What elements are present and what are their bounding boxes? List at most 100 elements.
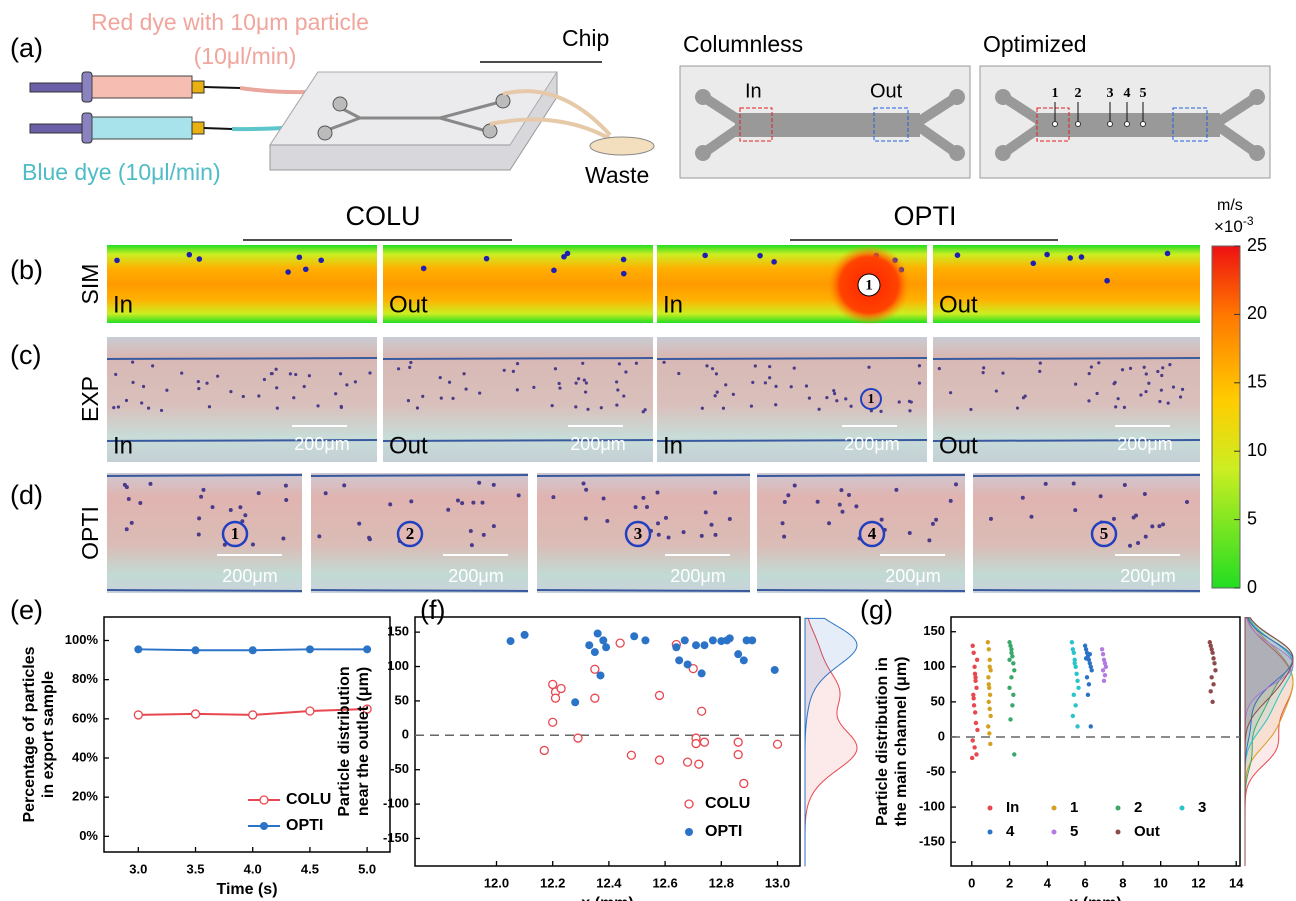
data-point xyxy=(1075,678,1080,684)
sim-particle xyxy=(114,257,120,264)
data-point xyxy=(682,757,693,767)
particle xyxy=(786,493,791,498)
particle xyxy=(357,521,362,526)
data-point xyxy=(988,668,993,673)
exp-image: 200μm Out xyxy=(382,337,654,462)
data-point xyxy=(697,669,706,678)
particle xyxy=(835,399,839,403)
data-point xyxy=(539,745,549,756)
particle xyxy=(1122,482,1127,487)
data-point xyxy=(770,665,779,674)
data-point xyxy=(971,703,977,708)
y-tick-label: -50 xyxy=(390,761,409,776)
row-label: SIM xyxy=(77,264,103,305)
legend-marker xyxy=(1115,805,1121,811)
sim-particle xyxy=(296,254,303,261)
channel-wall xyxy=(382,357,654,360)
data-point xyxy=(1208,689,1213,694)
x-tick-label: 4.5 xyxy=(301,861,319,876)
column-marker xyxy=(396,520,424,548)
particle xyxy=(789,385,793,389)
particle xyxy=(1150,524,1155,529)
data-point xyxy=(1213,668,1218,673)
plot-frame xyxy=(414,616,801,867)
particle xyxy=(643,408,647,412)
in-label: In xyxy=(745,80,762,102)
particle xyxy=(165,388,169,392)
data-point xyxy=(654,690,665,701)
data-point xyxy=(1099,647,1105,652)
panel-label: (f) xyxy=(420,595,445,625)
particle xyxy=(112,406,116,410)
column-number: 1 xyxy=(868,392,875,407)
chip-label: Chip xyxy=(562,25,609,51)
opti-image: 1 200μm xyxy=(106,473,303,593)
particle xyxy=(250,542,255,547)
particle xyxy=(281,536,286,541)
red-dye-label: Red dye with 10μm particle xyxy=(91,9,369,35)
column-marker xyxy=(858,520,886,548)
particle xyxy=(724,383,728,387)
sim-particle xyxy=(620,270,627,277)
x-tick-label: 10 xyxy=(1153,875,1167,890)
particle xyxy=(867,365,871,369)
particle xyxy=(126,497,131,502)
data-point xyxy=(986,724,991,729)
particle xyxy=(302,384,306,389)
particle xyxy=(815,499,820,504)
particle xyxy=(1111,516,1116,521)
data-point xyxy=(696,706,707,716)
data-point xyxy=(772,739,783,749)
particle xyxy=(782,500,787,505)
particle xyxy=(768,376,772,380)
image-label: In xyxy=(113,432,133,459)
particle xyxy=(284,498,289,503)
particle xyxy=(703,510,708,515)
data-point xyxy=(305,645,314,654)
particle xyxy=(553,367,558,371)
legend-marker xyxy=(685,828,693,836)
particle xyxy=(982,366,986,370)
particle xyxy=(207,405,212,409)
data-point xyxy=(626,750,637,760)
data-point xyxy=(1010,703,1015,708)
opti-photo xyxy=(107,473,302,593)
colorbar-tick-label: 15 xyxy=(1247,372,1267,392)
particle xyxy=(205,381,209,385)
legend-marker xyxy=(1179,805,1185,811)
particle xyxy=(780,521,785,526)
particle xyxy=(138,501,143,506)
particle xyxy=(833,392,837,396)
data-point xyxy=(615,638,625,648)
data-point xyxy=(986,699,991,705)
data-point xyxy=(1082,643,1088,648)
particle xyxy=(727,516,732,521)
particle xyxy=(406,399,411,403)
particle xyxy=(228,508,233,513)
particle xyxy=(641,495,646,500)
column-marker xyxy=(857,273,881,297)
data-point xyxy=(1086,682,1092,687)
data-point xyxy=(986,647,991,652)
particle xyxy=(294,372,298,377)
data-point xyxy=(1210,699,1215,705)
particle xyxy=(1128,366,1133,371)
sim-field xyxy=(107,245,377,323)
particle xyxy=(917,381,922,385)
particle xyxy=(491,524,496,529)
x-tick-label: 14 xyxy=(1229,875,1244,890)
particle xyxy=(421,394,425,398)
particle xyxy=(515,388,519,392)
data-point xyxy=(688,663,698,674)
particle xyxy=(894,487,899,492)
particle xyxy=(840,509,845,514)
optimized-diagram xyxy=(979,65,1271,179)
particle xyxy=(274,367,278,371)
image-label: In xyxy=(663,291,683,318)
particle xyxy=(409,499,414,504)
opti-image: 4 200μm xyxy=(756,473,966,593)
scale-bar-label: 200μm xyxy=(885,566,940,586)
particle xyxy=(196,379,200,384)
sim-particle xyxy=(561,253,567,260)
data-point xyxy=(1074,671,1079,677)
